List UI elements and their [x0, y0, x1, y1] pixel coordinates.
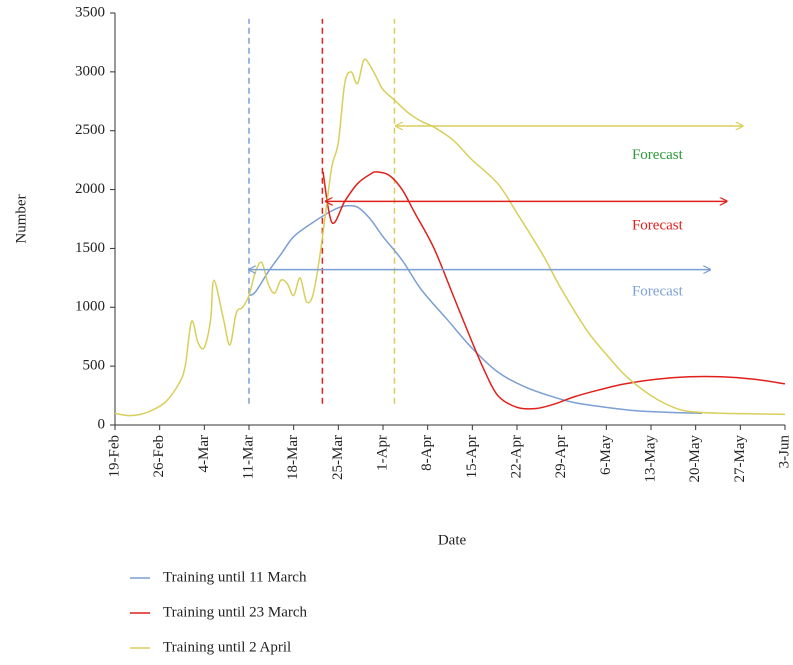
y-tick-label: 3000: [75, 63, 105, 79]
x-tick-label: 19-Feb: [106, 435, 122, 478]
x-tick-label: 18-Mar: [285, 435, 301, 480]
x-tick-label: 4-Mar: [196, 435, 212, 473]
y-axis-label: Number: [13, 194, 29, 243]
y-tick-label: 500: [83, 358, 106, 374]
y-tick-label: 0: [98, 416, 106, 432]
x-tick-label: 3-Jun: [776, 435, 792, 469]
y-tick-label: 1000: [75, 299, 105, 315]
x-axis-label: Date: [438, 532, 467, 548]
legend-label: Training until 2 April: [163, 639, 291, 655]
y-tick-label: 2500: [75, 122, 105, 138]
x-tick-label: 29-Apr: [553, 435, 569, 478]
x-tick-label: 1-Apr: [374, 435, 390, 471]
y-tick-label: 3500: [75, 4, 105, 20]
series-line: [114, 58, 786, 417]
legend-label: Training until 11 March: [163, 569, 307, 585]
x-tick-label: 20-May: [687, 435, 703, 483]
annotation: Forecast: [632, 283, 684, 299]
x-tick-label: 11-Mar: [240, 435, 256, 479]
x-tick-label: 25-Mar: [330, 435, 346, 480]
annotation: Forecast: [632, 218, 684, 234]
y-tick-label: 1500: [75, 240, 105, 256]
x-tick-label: 15-Apr: [464, 435, 480, 478]
annotation: Forecast: [632, 147, 684, 163]
legend-label: Training until 23 March: [163, 604, 308, 620]
series-line: [322, 171, 786, 410]
x-tick-label: 22-Apr: [508, 435, 524, 478]
x-tick-label: 6-May: [598, 435, 614, 475]
series-line: [248, 204, 703, 414]
x-tick-label: 13-May: [642, 435, 658, 483]
x-tick-label: 27-May: [732, 435, 748, 483]
x-tick-label: 8-Apr: [419, 435, 435, 471]
y-tick-label: 2000: [75, 181, 105, 197]
x-tick-label: 26-Feb: [151, 435, 167, 478]
